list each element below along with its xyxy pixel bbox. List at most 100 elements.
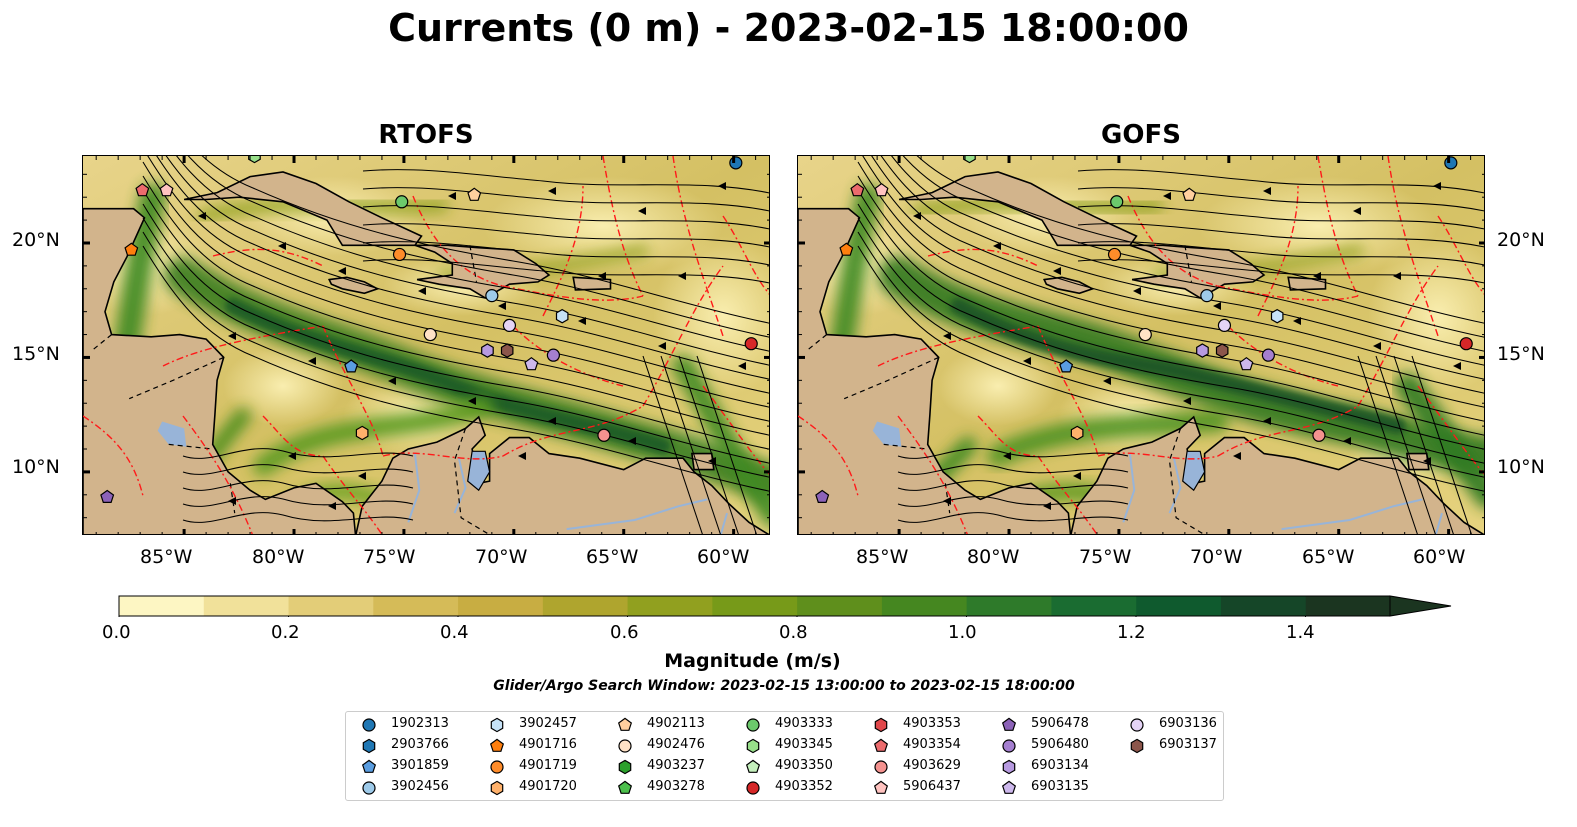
float-marker-4903333	[395, 195, 409, 209]
float-marker-4901716	[124, 242, 139, 256]
streamline-arrow	[1233, 452, 1241, 460]
streamline-arrow	[598, 272, 606, 280]
legend-label: 4901719	[519, 758, 577, 773]
ytick-label-left-15n: 15°N	[12, 343, 60, 365]
hexagon-marker-icon	[490, 780, 504, 796]
figure-title: Currents (0 m) - 2023-02-15 18:00:00	[388, 6, 1189, 50]
streamline-arrow	[278, 242, 286, 250]
colorbar-tick-label: 1.2	[1117, 622, 1146, 643]
hexagon-marker-icon	[362, 738, 376, 754]
float-marker-5906437	[874, 182, 889, 197]
float-marker-3901859	[1059, 359, 1074, 373]
float-marker-4901719	[392, 247, 407, 262]
colorbar-segment	[458, 596, 544, 616]
colorbar-segment	[627, 596, 713, 616]
hexagon-marker-icon	[490, 717, 504, 733]
streamline	[1077, 187, 1484, 212]
streamline	[678, 355, 739, 534]
hexagon-marker-icon	[1130, 738, 1144, 754]
streamline-arrow	[1183, 397, 1191, 405]
streamline-arrow	[578, 317, 586, 325]
streamline	[156, 156, 769, 380]
map-panel-rtofs	[82, 155, 770, 535]
streamline	[142, 217, 769, 464]
pentagon-marker-icon	[617, 780, 633, 794]
hexagon-marker-icon	[490, 717, 504, 733]
pentagon-marker-icon	[617, 780, 633, 794]
legend-label: 2903766	[391, 737, 449, 752]
streamline	[1393, 355, 1454, 534]
circle-marker-icon	[1130, 718, 1144, 732]
float-marker-4903352	[1459, 337, 1473, 351]
streamline-arrow	[1313, 272, 1321, 280]
streamline	[897, 512, 1129, 523]
streamline	[182, 464, 414, 475]
streamline	[660, 355, 721, 534]
pentagon-marker-icon	[873, 780, 889, 794]
streamline	[1077, 223, 1484, 248]
streamline-arrow	[388, 377, 396, 385]
streamline-arrow	[1453, 362, 1461, 370]
circle-marker-icon	[362, 718, 376, 732]
streamline-arrow	[1053, 267, 1061, 275]
streamline	[897, 480, 1129, 491]
xtick-label-85w: 85°W	[856, 546, 909, 568]
colorbar-segment	[712, 596, 798, 616]
streamline-arrow	[658, 342, 666, 350]
streamline-arrow	[718, 182, 726, 190]
streamline-arrow	[943, 332, 951, 340]
streamline-arrow	[943, 497, 951, 505]
streamline	[857, 161, 1484, 408]
legend-label: 4901716	[519, 737, 577, 752]
streamline-arrow	[288, 452, 296, 460]
float-marker-1902313	[1444, 156, 1458, 170]
streamline-arrow	[518, 452, 526, 460]
float-marker-6903136	[1217, 318, 1232, 332]
hexagon-marker-icon	[746, 738, 760, 754]
float-marker-4903333	[1110, 195, 1124, 209]
float-marker-1902313	[729, 156, 743, 170]
legend-label: 4903345	[775, 737, 833, 752]
hexagon-marker-icon	[362, 738, 376, 754]
streamline-arrow	[1163, 192, 1171, 200]
pentagon-marker-icon	[1001, 780, 1017, 794]
colorbar-segment	[373, 596, 459, 616]
circle-marker-icon	[490, 760, 504, 774]
streamline-arrow	[308, 357, 316, 365]
circle-marker-icon	[618, 739, 632, 753]
streamline	[1077, 205, 1484, 230]
streamline	[902, 156, 1484, 338]
float-marker-3902456	[485, 289, 499, 303]
streamline	[857, 217, 1484, 464]
legend-label: 1902313	[391, 716, 449, 731]
pentagon-marker-icon	[873, 738, 889, 752]
xtick-label-75w: 75°W	[1079, 546, 1132, 568]
streamline	[182, 448, 414, 459]
circle-marker-icon	[746, 718, 760, 732]
legend-label: 4903278	[647, 779, 705, 794]
colorbar-segment	[1305, 596, 1392, 616]
float-marker-4903352	[744, 337, 758, 351]
legend-label: 4902476	[647, 737, 705, 752]
streamline	[362, 169, 769, 194]
streamline-arrow	[1103, 377, 1111, 385]
legend-label: 4903350	[775, 758, 833, 773]
streamline-arrow	[338, 267, 346, 275]
streamline	[362, 259, 769, 284]
circle-marker-icon	[618, 739, 632, 753]
streamline-arrow	[913, 212, 921, 220]
streamline-arrow	[498, 302, 506, 310]
ytick-label-right-10n: 10°N	[1497, 456, 1545, 478]
colorbar-tick-label: 1.4	[1286, 622, 1315, 643]
streamline	[696, 355, 757, 534]
streamline-arrow	[198, 212, 206, 220]
float-marker-6903135	[1239, 356, 1254, 371]
streamline	[862, 156, 1484, 394]
streamline	[1411, 355, 1472, 534]
xtick-label-80w: 80°W	[252, 546, 305, 568]
colorbar-segment	[966, 596, 1053, 616]
streamline-arrow	[1263, 187, 1271, 195]
legend-label: 6903135	[1031, 779, 1089, 794]
streamline	[182, 480, 414, 491]
streamline	[857, 231, 1484, 478]
